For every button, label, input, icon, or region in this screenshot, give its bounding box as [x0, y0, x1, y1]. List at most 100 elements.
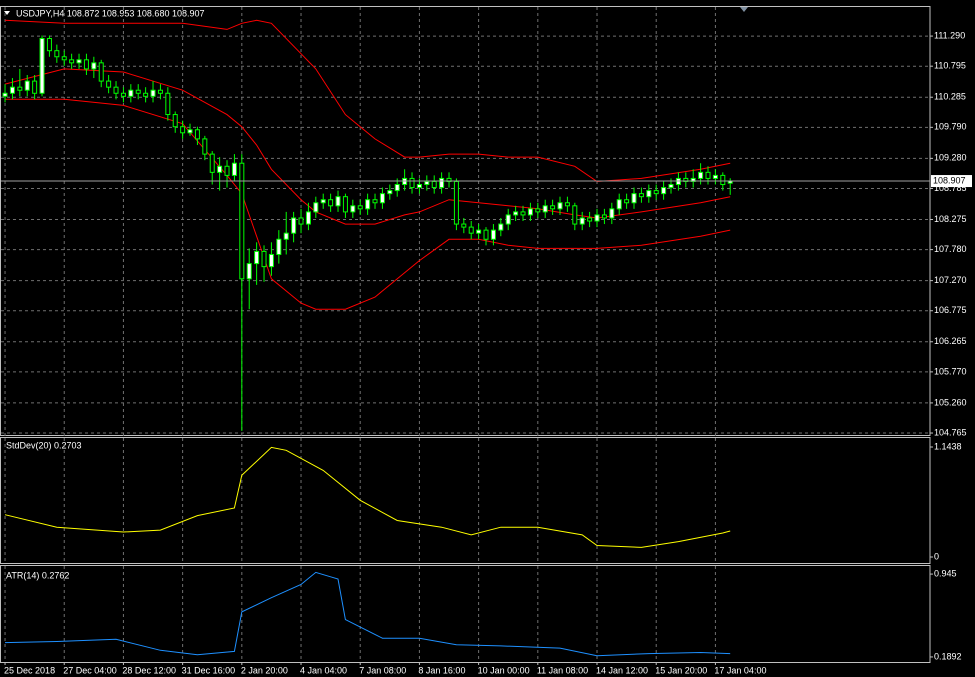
candle-body: [180, 126, 186, 134]
candle-body: [246, 263, 252, 280]
x-tick-label: 28 Dec 12:00: [122, 665, 176, 675]
candle-body: [453, 180, 459, 225]
y-tick-label: 111.290: [934, 30, 965, 40]
candle-body: [387, 190, 393, 195]
candle-body: [224, 165, 230, 176]
candle-body: [217, 165, 223, 173]
candle-body: [365, 199, 371, 210]
current-price-box: [931, 175, 972, 188]
candle-body: [2, 92, 8, 97]
band-upper: [4, 19, 731, 183]
indicator-line: [4, 446, 731, 548]
candle-body: [39, 38, 45, 94]
candle-body: [69, 59, 75, 64]
x-tick-label: 27 Dec 04:00: [63, 665, 117, 675]
candle-body: [483, 229, 489, 240]
candle-body: [24, 80, 30, 91]
indicator-title: StdDev(20) 0.2703: [6, 440, 82, 450]
current-price-label: 108.907: [933, 175, 966, 185]
indicator-line: [4, 571, 731, 657]
candle-body: [357, 205, 363, 210]
candle-body: [120, 92, 126, 97]
candle-body: [394, 184, 400, 192]
x-tick-label: 11 Jan 08:00: [537, 665, 588, 675]
candle-body: [305, 211, 311, 225]
candle-body: [594, 214, 600, 222]
candle-body: [291, 217, 297, 234]
candle-body: [254, 250, 260, 265]
y-tick-label: 105.260: [934, 397, 967, 407]
candle-body: [157, 89, 163, 94]
candle-body: [698, 171, 704, 179]
candle-body: [98, 62, 104, 82]
atr-panel-frame: [0, 565, 931, 663]
x-tick-label: 25 Dec 2018: [4, 665, 55, 675]
x-tick-label: 14 Jan 12:00: [596, 665, 648, 675]
candle-body: [579, 217, 585, 225]
candle-body: [720, 174, 726, 186]
candle-body: [542, 205, 548, 213]
candle-body: [461, 223, 467, 228]
y-tick-label: 0.1892: [934, 651, 962, 661]
candle-body: [557, 202, 563, 210]
candle-body: [135, 89, 141, 94]
y-tick-label: 0: [934, 551, 939, 561]
candle-body: [76, 59, 82, 64]
menu-arrow[interactable]: [4, 11, 10, 15]
candle-body: [431, 180, 437, 189]
candle-body: [661, 187, 667, 195]
candle-body: [505, 214, 511, 225]
candle-body: [276, 238, 282, 255]
x-tick-label: 17 Jan 04:00: [714, 665, 766, 675]
candle-body: [668, 184, 674, 189]
x-tick-label: 31 Dec 16:00: [182, 665, 236, 675]
candle-body: [335, 196, 341, 207]
candle-body: [490, 229, 496, 240]
candle-body: [91, 62, 97, 70]
y-tick-label: 109.790: [934, 122, 967, 132]
candle-body: [498, 223, 504, 231]
x-tick-label: 10 Jan 00:00: [478, 665, 530, 675]
x-tick-label: 2 Jan 20:00: [241, 665, 288, 675]
candle-body: [239, 162, 245, 280]
candle-body: [298, 217, 304, 225]
y-tick-label: 105.770: [934, 366, 967, 376]
candle-body: [424, 180, 430, 186]
candle-body: [550, 205, 556, 210]
candle-body: [231, 162, 237, 176]
candle-body: [350, 205, 356, 213]
candle-body: [372, 199, 378, 204]
candle-body: [712, 174, 718, 179]
chart-title: USDJPY,H4 108.872 108.953 108.680 108.90…: [16, 8, 205, 18]
candle-body: [601, 214, 607, 219]
y-tick-label: 108.275: [934, 214, 967, 224]
y-tick-label: 0.945: [934, 568, 957, 578]
y-tick-label: 109.280: [934, 153, 967, 163]
x-tick-label: 4 Jan 04:00: [300, 665, 347, 675]
candle-body: [342, 196, 348, 213]
candle-body: [468, 226, 474, 234]
candle-body: [172, 114, 178, 128]
candle-body: [527, 208, 533, 216]
candle-body: [165, 92, 171, 116]
candle-body: [268, 253, 274, 268]
candle-body: [113, 86, 119, 94]
x-tick-label: 7 Jan 08:00: [359, 665, 406, 675]
candle-body: [379, 193, 385, 204]
candle-body: [83, 59, 89, 70]
candle-body: [520, 211, 526, 216]
shift-marker[interactable]: [740, 7, 748, 12]
candle-body: [564, 202, 570, 207]
candle-body: [653, 190, 659, 195]
y-tick-label: 104.765: [934, 427, 967, 437]
candle-body: [283, 232, 289, 240]
candle-body: [513, 211, 519, 216]
y-tick-label: 106.265: [934, 336, 967, 346]
x-tick-label: 15 Jan 20:00: [655, 665, 707, 675]
candle-body: [609, 208, 615, 219]
candle-body: [32, 80, 38, 94]
candle-body: [54, 50, 60, 58]
candle-body: [638, 193, 644, 198]
y-tick-label: 106.775: [934, 305, 967, 315]
